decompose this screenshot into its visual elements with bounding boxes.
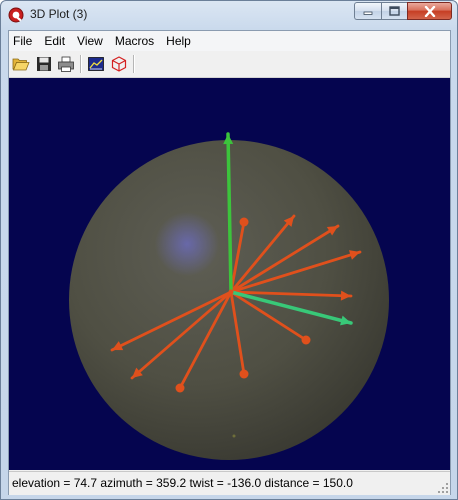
vector-10-head — [112, 341, 124, 351]
sphere-bottom-dot — [232, 434, 236, 438]
status-text: elevation = 74.7 azimuth = 359.2 twist =… — [12, 476, 353, 490]
menu-file[interactable]: File — [13, 34, 33, 48]
vector-9-head — [132, 367, 143, 378]
plot-3d-view — [69, 132, 389, 460]
minimize-button[interactable] — [354, 2, 381, 20]
window-title: 3D Plot (3) — [30, 7, 88, 21]
maximize-button[interactable] — [381, 2, 407, 20]
vector-3-line — [229, 224, 340, 294]
plot-settings-icon[interactable] — [87, 55, 105, 73]
toolbar — [9, 51, 450, 78]
title-bar[interactable]: 3D Plot (3) — [1, 1, 457, 29]
vector-5-head — [340, 290, 351, 301]
save-icon[interactable] — [35, 55, 53, 73]
close-icon — [424, 5, 435, 17]
vector-5-line — [229, 290, 353, 298]
vector-1-line — [229, 220, 246, 294]
axis-secondary-head — [340, 315, 351, 326]
unit-sphere — [69, 140, 389, 460]
app-q-icon — [8, 7, 24, 23]
menu-macros[interactable]: Macros — [114, 34, 155, 48]
minimize-icon — [363, 11, 373, 15]
client-area: File Edit View Macros Help — [8, 30, 451, 495]
sphere-highlight — [155, 212, 219, 276]
vector-2-line — [229, 214, 296, 294]
print-icon[interactable] — [57, 55, 75, 73]
vector-9-line — [130, 290, 233, 380]
vector-6-head — [301, 335, 311, 345]
menu-view[interactable]: View — [77, 34, 103, 48]
maximize-icon — [389, 6, 400, 16]
plot-canvas[interactable] — [9, 78, 450, 470]
vector-3-head — [326, 226, 338, 236]
vector-group — [110, 132, 362, 393]
axis-vertical-line — [226, 132, 233, 294]
vector-10-line — [110, 290, 233, 352]
vector-1-head — [239, 217, 249, 227]
axis-vertical-head — [223, 134, 234, 145]
open-folder-icon[interactable] — [12, 55, 30, 73]
vector-7-line — [229, 290, 246, 376]
axis-secondary-line — [229, 290, 353, 325]
vector-4-line — [229, 250, 362, 294]
menu-help[interactable]: Help — [166, 34, 191, 48]
3d-cube-icon[interactable] — [110, 55, 128, 73]
vector-4-head — [348, 250, 360, 260]
origin-point — [228, 289, 234, 295]
vector-2-head — [283, 216, 294, 227]
status-bar: elevation = 74.7 azimuth = 359.2 twist =… — [9, 471, 450, 495]
menu-bar: File Edit View Macros Help — [9, 31, 450, 51]
vector-7-head — [239, 369, 249, 379]
menu-edit[interactable]: Edit — [44, 34, 66, 48]
close-button[interactable] — [407, 2, 452, 20]
vector-8-head — [175, 383, 185, 393]
vector-6-line — [229, 290, 308, 342]
vector-8-line — [178, 290, 233, 390]
resize-grip-icon[interactable] — [437, 482, 449, 494]
